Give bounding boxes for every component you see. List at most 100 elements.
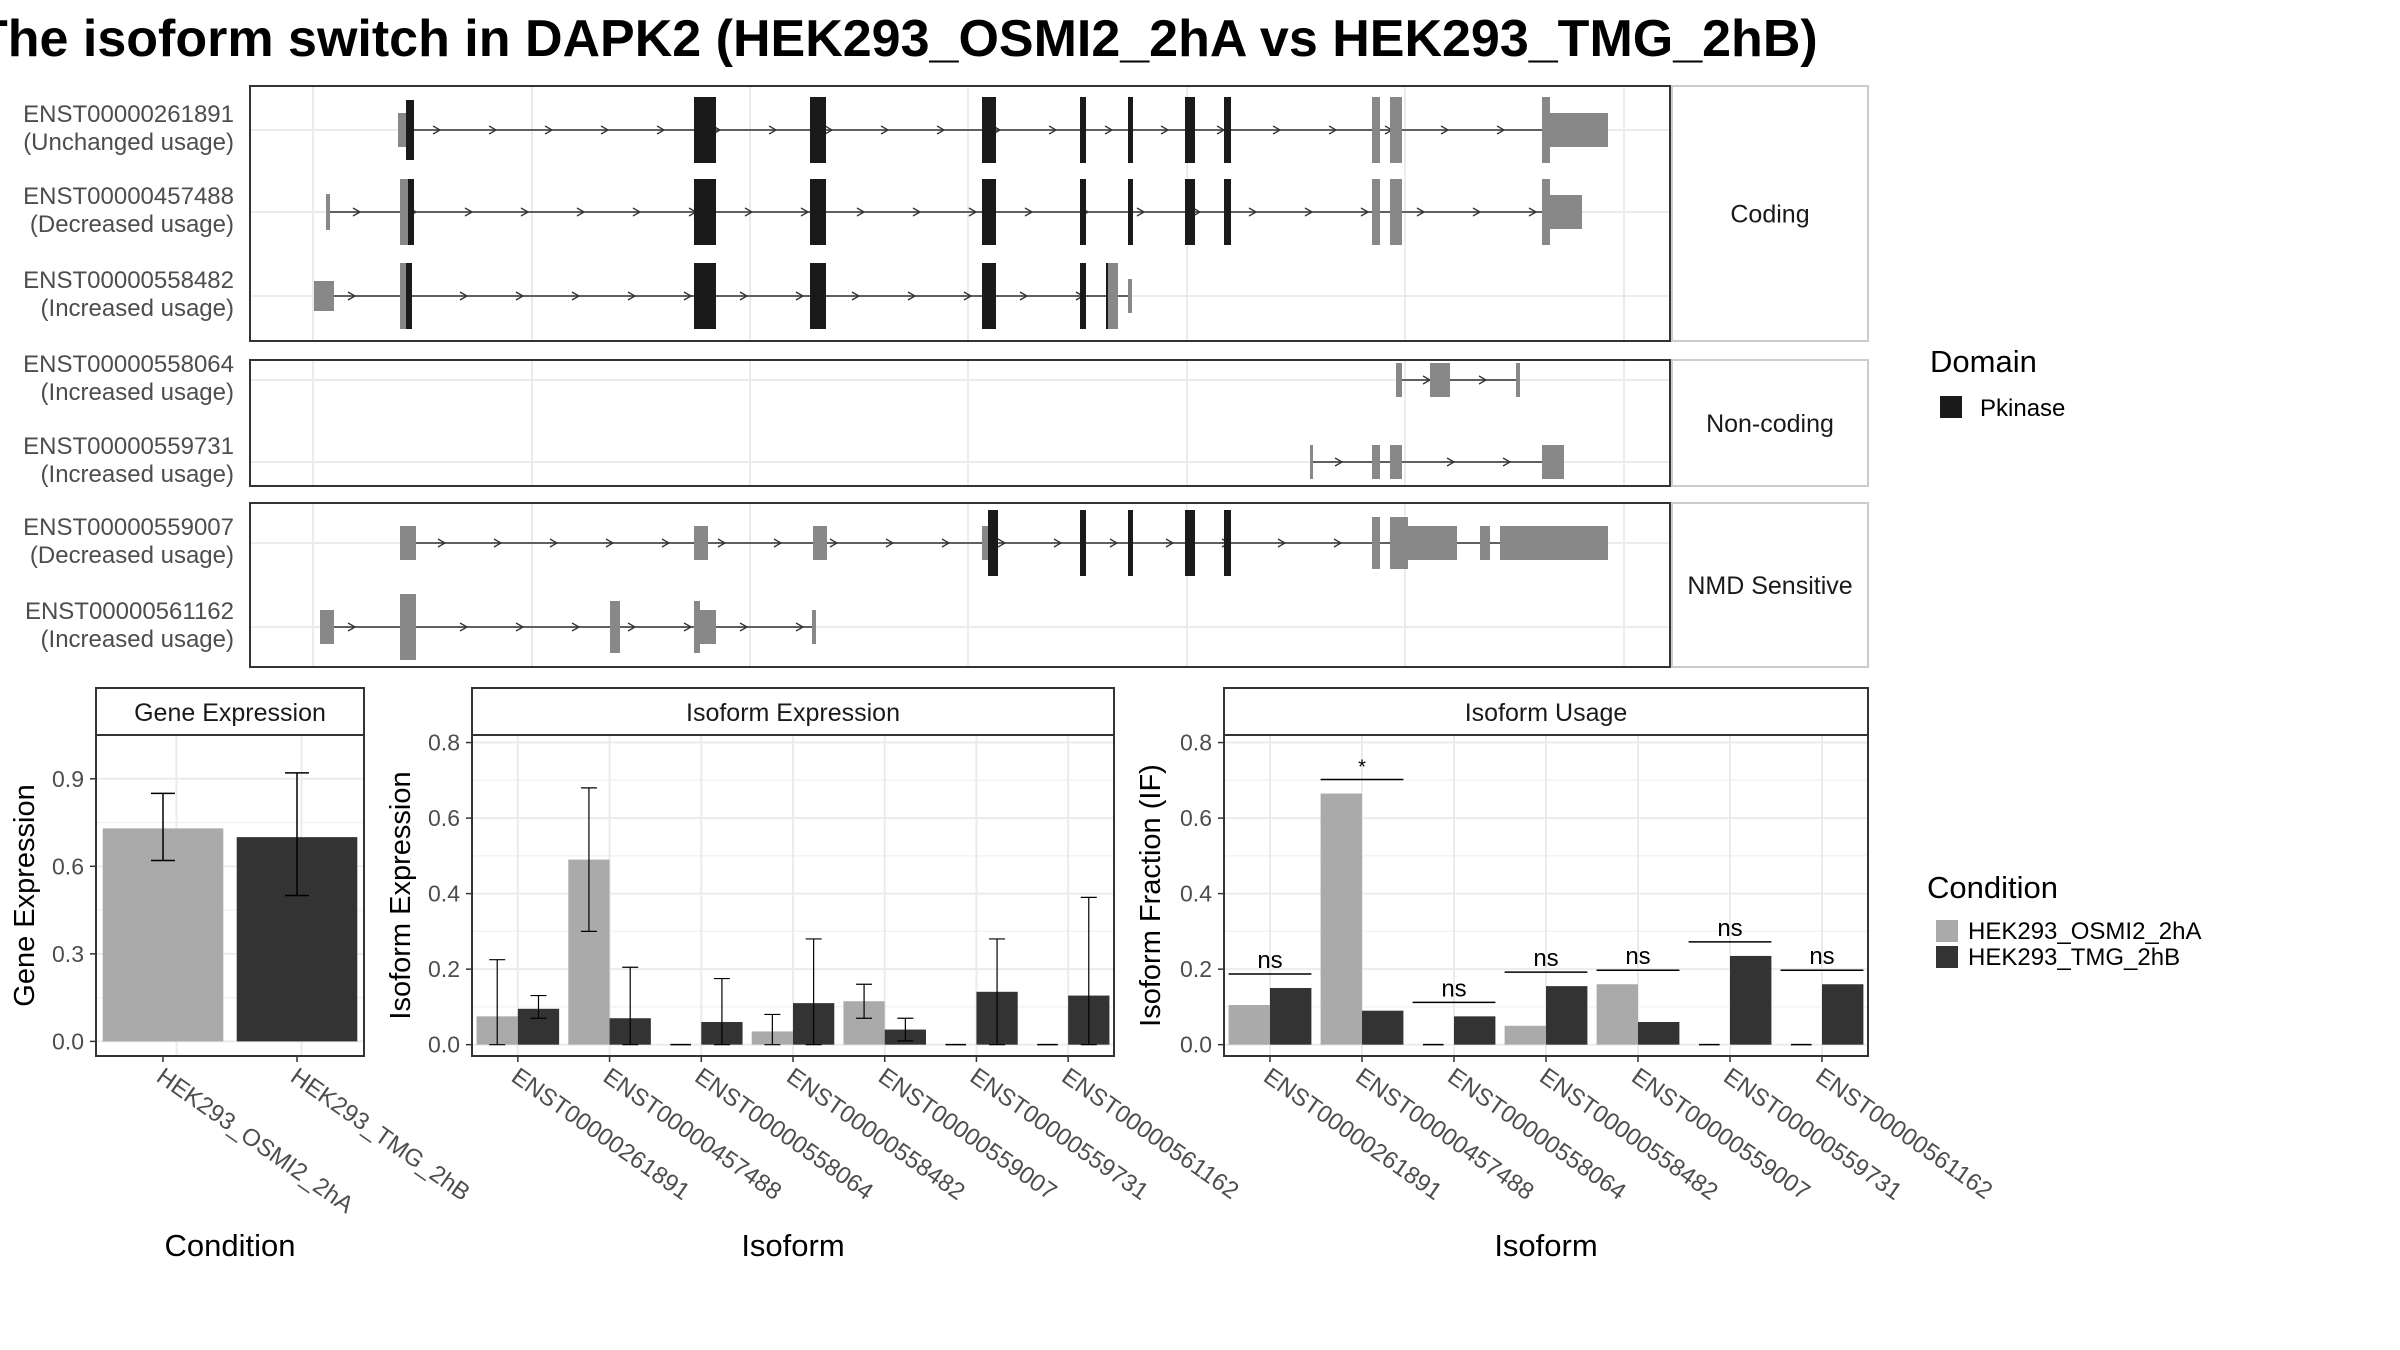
- direction-arrow: [515, 291, 525, 301]
- y-tick-label: 0.8: [428, 730, 460, 756]
- exon: [1396, 363, 1402, 397]
- panel-border: [249, 85, 1671, 342]
- bar-HEK293_OSMI2_2hA-ENST00000457488: [1320, 793, 1362, 1045]
- transcript-id-label: ENST00000558482: [23, 267, 234, 294]
- y-tick-label: 0.4: [428, 881, 460, 907]
- condition-legend-key: [1936, 920, 1958, 942]
- exon: [1516, 363, 1520, 397]
- transcript-ENST00000558482: ENST00000558482(Increased usage): [23, 263, 1132, 329]
- direction-arrow: [1496, 125, 1506, 135]
- category-strip-label: NMD Sensitive: [1687, 572, 1852, 600]
- category-strip: [1671, 502, 1869, 668]
- exon: [1108, 263, 1118, 329]
- domain-exon: [1080, 263, 1086, 329]
- y-tick-label: 0.3: [52, 941, 84, 967]
- panel-border: [249, 502, 1671, 668]
- exon: [1390, 97, 1402, 163]
- y-axis-label: Isoform Fraction (IF): [1135, 764, 1167, 1027]
- direction-arrow: [829, 538, 839, 548]
- bar-HEK293_TMG_2hB-ENST00000559007: [1638, 1022, 1680, 1045]
- direction-arrow: [520, 207, 530, 217]
- domain-exon: [1128, 510, 1133, 576]
- direction-arrow: [968, 207, 978, 217]
- condition-legend-label: HEK293_OSMI2_2hA: [1968, 918, 2201, 945]
- direction-arrow: [493, 538, 503, 548]
- y-axis-label: Gene Expression: [9, 784, 41, 1006]
- direction-arrow: [661, 538, 671, 548]
- direction-arrow: [600, 125, 610, 135]
- direction-arrow: [1109, 538, 1119, 548]
- bar-HEK293_TMG_2hB-ENST00000561162: [1822, 984, 1864, 1045]
- exon: [813, 526, 827, 560]
- direction-arrow: [515, 622, 525, 632]
- domain-exon: [1224, 97, 1231, 163]
- category-strip-label: Coding: [1730, 201, 1809, 229]
- domain-exon: [408, 179, 414, 245]
- direction-arrow: [1328, 125, 1338, 135]
- direction-arrow: [851, 291, 861, 301]
- exon: [1405, 526, 1457, 560]
- direction-arrow: [800, 207, 810, 217]
- domain-exon: [982, 179, 996, 245]
- direction-arrow: [795, 622, 805, 632]
- direction-arrow: [1019, 291, 1029, 301]
- exon: [1128, 279, 1132, 313]
- exon: [400, 263, 408, 329]
- exon: [400, 594, 416, 660]
- direction-arrow: [683, 291, 693, 301]
- chart-title-strip: [471, 687, 1115, 736]
- domain-exon: [1185, 510, 1195, 576]
- domain-legend: Domain Pkinase: [1930, 344, 2065, 422]
- domain-exon: [1185, 179, 1195, 245]
- domain-exon: [982, 263, 996, 329]
- direction-arrow: [459, 291, 469, 301]
- exon: [1372, 97, 1380, 163]
- direction-arrow: [1048, 125, 1058, 135]
- bar-HEK293_OSMI2_2hA-ENST00000261891: [1228, 1005, 1270, 1045]
- chart-isoform-usage: Isoform Usage 0.0 0.2 0.4 0.6 0.8 ns * ns ns ns ns n…: [1135, 687, 1997, 1263]
- direction-arrow: [885, 538, 895, 548]
- transcript-ENST00000559007: ENST00000559007(Decreased usage): [23, 510, 1608, 576]
- exon: [400, 179, 410, 245]
- direction-arrow: [432, 125, 442, 135]
- direction-arrow: [605, 538, 615, 548]
- direction-arrow: [1272, 125, 1282, 135]
- domain-exon: [1080, 97, 1086, 163]
- direction-arrow: [1160, 125, 1170, 135]
- direction-arrow: [1472, 207, 1482, 217]
- domain-exon: [982, 97, 996, 163]
- direction-arrow: [1502, 457, 1512, 467]
- direction-arrow: [1446, 457, 1456, 467]
- direction-arrow: [1104, 125, 1114, 135]
- direction-arrow: [1136, 207, 1146, 217]
- y-tick-label: 0.4: [1180, 881, 1212, 907]
- direction-arrow: [488, 125, 498, 135]
- domain-exon: [1224, 179, 1231, 245]
- y-tick-label: 0.2: [1180, 956, 1212, 982]
- y-tick-label: 0.0: [428, 1032, 460, 1058]
- direction-arrow: [1360, 207, 1370, 217]
- y-tick-label: 0.0: [52, 1028, 84, 1054]
- chart-title: Isoform Usage: [1465, 699, 1628, 727]
- bar-HEK293_TMG_2hB-ENST00000457488: [1362, 1010, 1404, 1045]
- domain-exon: [694, 179, 716, 245]
- direction-arrow: [997, 538, 1007, 548]
- exon: [1372, 445, 1380, 479]
- transcript-usage-label: (Increased usage): [41, 379, 234, 406]
- direction-arrow: [347, 291, 357, 301]
- exon: [1542, 179, 1550, 245]
- domain-exon: [810, 179, 826, 245]
- transcript-id-label: ENST00000261891: [23, 101, 234, 128]
- exon: [1548, 113, 1608, 147]
- direction-arrow: [549, 538, 559, 548]
- plot-border: [95, 734, 365, 1057]
- significance-label: *: [1358, 757, 1366, 779]
- domain-exon: [810, 263, 826, 329]
- condition-legend-label: HEK293_TMG_2hB: [1968, 944, 2180, 971]
- exon: [812, 610, 816, 644]
- domain-legend-key: [1940, 396, 1962, 418]
- exon: [1542, 97, 1550, 163]
